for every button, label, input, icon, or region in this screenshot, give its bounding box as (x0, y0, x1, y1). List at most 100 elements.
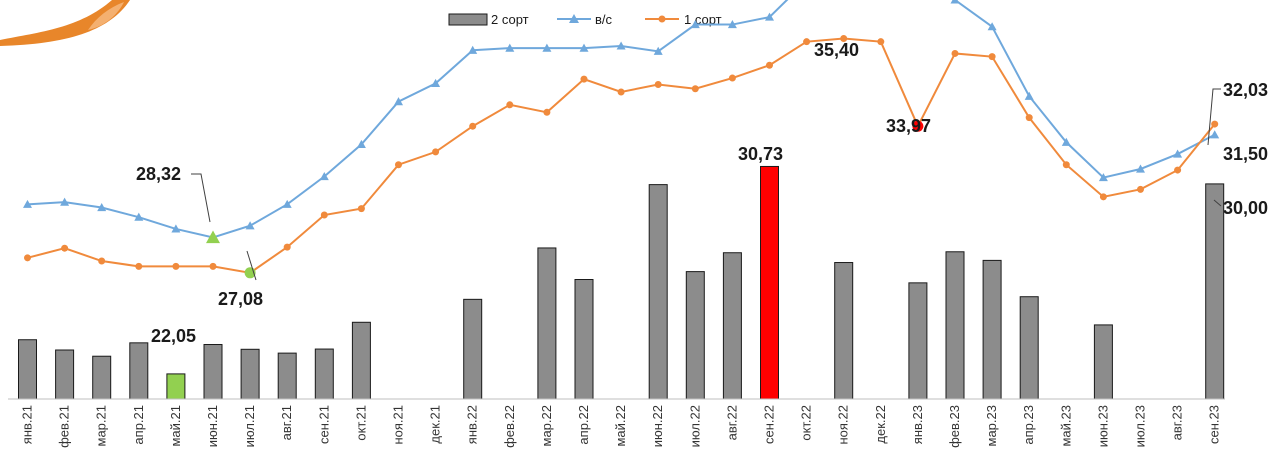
bar-май.21 (166, 373, 186, 400)
x-tick-label: июл.22 (687, 405, 702, 447)
point-vs-авг.23 (1173, 149, 1183, 158)
point-vs-янв.21 (23, 199, 32, 208)
annotation-min-vs: 28,32 (136, 164, 181, 184)
legend-vs-marker (569, 14, 579, 23)
point-sort1-ноя.21 (395, 161, 402, 169)
point-sort1-сен.22 (766, 61, 773, 69)
x-tick-label: фев.23 (947, 405, 962, 448)
point-sort1-дек.21 (432, 148, 440, 156)
point-vs-май.23 (1061, 137, 1071, 146)
logo-swoosh-shape (0, 0, 130, 46)
end-label-sort1: 31,50 (1223, 144, 1268, 164)
x-tick-label: июн.23 (1095, 405, 1110, 447)
bar-ноя.22 (834, 262, 854, 400)
x-tick-label: сен.23 (1207, 405, 1222, 444)
x-tick-label: июн.21 (205, 405, 220, 447)
point-sort1-июн.21 (209, 262, 217, 270)
x-tick-label: мар.21 (94, 405, 109, 446)
x-tick-label: июл.21 (242, 405, 257, 447)
point-sort1-ноя.22 (840, 34, 848, 42)
x-tick-label: мар.22 (539, 405, 554, 446)
leader-end-sort2 (1213, 199, 1222, 207)
end-label-vs: 32,03 (1223, 80, 1268, 100)
point-sort1-сен.21 (320, 211, 328, 219)
point-sort1-мар.23 (988, 53, 996, 61)
x-tick-label: май.21 (168, 405, 183, 447)
bar-авг.22 (722, 252, 742, 400)
point-vs-авг.21 (282, 199, 292, 208)
logo: ИКЦ (0, 0, 130, 46)
point-vs-июн.23 (1098, 173, 1108, 182)
end-label-sort2: 30,00 (1223, 198, 1268, 218)
x-tick-label: июн.22 (650, 405, 665, 447)
point-sort1-июн.23 (1099, 193, 1107, 201)
point-vs-сен.22 (765, 12, 774, 21)
point-sort1-фев.22 (506, 101, 514, 109)
point-sort1-май.23 (1062, 161, 1070, 169)
point-sort1-апр.21 (135, 262, 143, 270)
bar-июн.23 (1093, 324, 1113, 400)
point-sort1-июн.22 (654, 80, 662, 88)
bar-апр.22 (574, 279, 594, 400)
bar-окт.21 (351, 321, 371, 400)
x-tick-label: май.23 (1058, 405, 1073, 447)
x-tick-label: дек.21 (428, 405, 443, 444)
logo-leaf-shape (88, 2, 124, 30)
point-vs-мар.23 (987, 22, 997, 31)
point-sort1-июл.23 (1137, 185, 1144, 193)
x-tick-label: авг.23 (1170, 405, 1185, 440)
point-vs-июл.22 (690, 20, 700, 29)
point-vs-окт.21 (356, 139, 366, 148)
point-vs-сен.21 (319, 172, 329, 181)
bar-янв.23 (908, 282, 928, 400)
point-vs-фев.22 (505, 43, 515, 52)
bar-авг.21 (277, 352, 297, 400)
x-tick-label: апр.21 (131, 405, 146, 445)
annotation-min-sort2: 22,05 (151, 326, 196, 346)
x-tick-label: ноя.21 (391, 405, 406, 445)
point-vs-фев.21 (60, 197, 70, 206)
bar-мар.22 (537, 247, 557, 400)
annotation-leaders (191, 88, 1222, 281)
bar-фев.23 (945, 251, 965, 400)
x-tick-label: мар.23 (984, 405, 999, 446)
annotation-labels: 35,40 33,97 28,32 27,08 22,05 30,73 32,0… (136, 40, 1268, 346)
x-tick-label: апр.22 (576, 405, 591, 445)
point-sort1-янв.22 (469, 122, 477, 130)
point-vs-апр.21 (134, 212, 144, 221)
bar-мар.23 (982, 259, 1002, 400)
point-vs-фев.23 (950, 0, 960, 4)
bar-series-sort2 (18, 165, 1225, 400)
point-vs-май.21 (171, 224, 181, 233)
point-sort1-окт.21 (357, 205, 365, 213)
leader-vs-min (191, 173, 211, 223)
x-tick-label: сен.22 (762, 405, 777, 444)
x-tick-label: дек.22 (873, 405, 888, 444)
x-tick-label: янв.23 (910, 405, 925, 444)
legend-label-vs: в/с (595, 12, 613, 27)
point-vs-янв.22 (468, 45, 478, 54)
line-vs (27, 0, 1216, 239)
point-vs-июл.23 (1136, 164, 1145, 173)
bar-сен.22 (760, 165, 779, 400)
point-sort1-авг.21 (283, 243, 291, 251)
point-sort1-авг.22 (728, 74, 736, 82)
bar-сен.23 (1205, 183, 1225, 400)
point-sort1-дек.22 (877, 38, 885, 46)
bar-июн.22 (648, 184, 668, 400)
annotation-min-sort1: 27,08 (218, 289, 263, 309)
point-sort1-июл.22 (691, 85, 699, 93)
point-sort1-апр.23 (1025, 114, 1033, 122)
logo-text: ИКЦ (14, 0, 53, 16)
bar-июл.21 (240, 348, 260, 400)
x-tick-label: ноя.22 (836, 405, 851, 445)
x-tick-label: апр.23 (1021, 405, 1036, 445)
annotation-max-sort2: 30,73 (738, 144, 783, 164)
point-sort1-май.22 (617, 88, 625, 96)
point-vs-июн.21 (206, 230, 220, 244)
point-sort1-фев.21 (61, 244, 69, 252)
leader-end-vs (1207, 88, 1221, 146)
bar-апр.21 (129, 342, 149, 400)
bar-июн.21 (203, 344, 223, 400)
